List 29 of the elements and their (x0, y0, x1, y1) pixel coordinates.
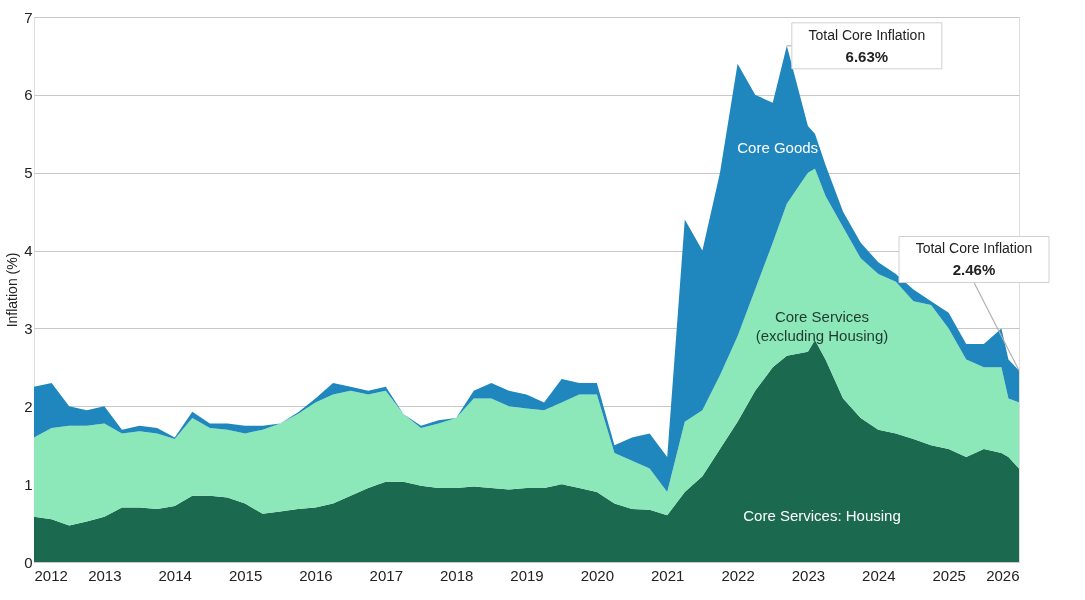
y-tick-label: 0 (24, 553, 33, 571)
x-tick-label: 2018 (439, 566, 474, 584)
x-tick-label: 2026 (986, 566, 1020, 584)
y-tick-label: 1 (24, 475, 33, 493)
y-tick-label: 2 (24, 397, 33, 415)
x-tick-label: 2022 (721, 566, 755, 584)
series-label: Core Goods (737, 138, 819, 156)
x-tick-label: 2014 (158, 566, 192, 584)
x-tick-label: 2017 (369, 566, 403, 584)
annotation: Total Core Inflation 6.63% (808, 26, 926, 65)
x-tick-label: 2023 (791, 566, 826, 584)
x-tick-label: 2012 (34, 566, 68, 584)
x-tick-label: 2021 (651, 566, 685, 584)
x-tick-label: 2019 (510, 566, 544, 584)
annotation: Total Core Inflation 2.46% (915, 240, 1033, 279)
x-tick-label: 2025 (932, 566, 966, 584)
y-tick-label: 6 (24, 86, 33, 104)
y-tick-label: 5 (24, 164, 33, 182)
series-label: Core Services: Housing (743, 506, 901, 524)
y-axis-title: Inflation (%) (4, 252, 21, 328)
x-tick-label: 2013 (88, 566, 122, 584)
x-tick-label: 2020 (580, 566, 615, 584)
x-tick-label: 2016 (299, 566, 333, 584)
y-tick-label: 7 (24, 8, 33, 26)
x-tick-label: 2024 (862, 566, 896, 584)
x-tick-label: 2015 (228, 566, 263, 584)
series-label: Core Services (excluding Housing) (755, 307, 889, 344)
y-tick-label: 3 (24, 319, 33, 337)
y-tick-label: 4 (24, 242, 33, 260)
